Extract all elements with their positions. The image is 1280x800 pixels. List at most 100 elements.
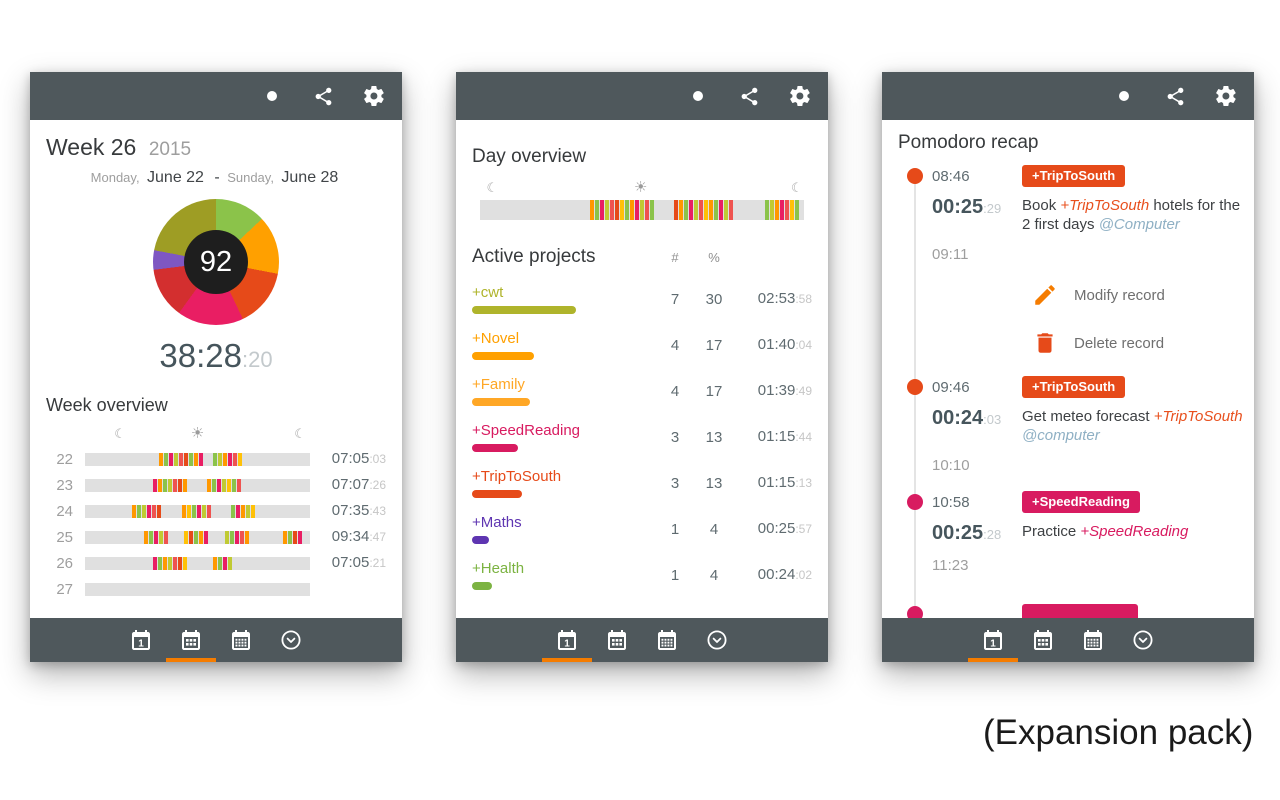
week-day-row[interactable]: 25 09:34:47 <box>30 524 402 550</box>
project-time: 01:15:44 <box>757 428 812 445</box>
settings-icon[interactable] <box>362 84 386 108</box>
week-day-row[interactable]: 27 <box>30 576 402 602</box>
activity-stripes <box>213 452 243 466</box>
score-value: 92 <box>199 245 233 278</box>
share-icon[interactable] <box>737 84 761 108</box>
nav-month-tab[interactable] <box>1081 628 1105 652</box>
entry-header: 10:58 +SpeedReading <box>932 490 1254 514</box>
nav-day-tab[interactable]: 1 <box>981 628 1005 652</box>
project-name-cell: +Maths <box>472 514 658 544</box>
settings-icon[interactable] <box>1214 84 1238 108</box>
week-day-row[interactable]: 23 07:07:26 <box>30 472 402 498</box>
day-activity-bar <box>85 556 310 570</box>
record-icon[interactable] <box>1112 84 1136 108</box>
share-icon[interactable] <box>1163 84 1187 108</box>
percent-share: 4 <box>709 566 719 584</box>
bottom-nav: 1 <box>30 618 402 662</box>
delete-record-action[interactable]: Delete record <box>1032 327 1254 359</box>
nav-history-tab[interactable] <box>279 628 303 652</box>
recap-entry[interactable]: 09:46 +TripToSouth 00:24:03 Get meteo forec… <box>882 375 1254 474</box>
project-row[interactable]: +Novel 4 17 01:40:04 <box>456 322 828 368</box>
recap-entry[interactable] <box>882 602 1254 618</box>
project-duration-bar <box>472 352 534 360</box>
week-screen: Week 26 2015 Monday, June 22 - Sunday, J… <box>30 72 402 662</box>
nav-week-tab[interactable] <box>1031 628 1055 652</box>
day-total-time: 09:34:47 <box>331 528 386 545</box>
trash-icon <box>1032 330 1058 356</box>
donut-center: 92 <box>184 230 248 294</box>
recap-entry[interactable]: 10:58 +SpeedReading 00:25:28 Practice +Spee… <box>882 490 1254 574</box>
moon-icon: ☾ <box>486 180 499 195</box>
end-time: 09:11 <box>932 246 969 263</box>
activity-stripes <box>590 200 655 220</box>
pomodoro-count: 3 <box>670 428 680 446</box>
share-icon[interactable] <box>311 84 335 108</box>
record-description: Get meteo forecast +TripToSouth @compute… <box>1022 408 1243 444</box>
week-day-row[interactable]: 22 07:05:03 <box>30 446 402 472</box>
activity-stripes <box>143 530 168 544</box>
project-name-cell: +cwt <box>472 284 658 314</box>
day-activity-bar <box>85 478 310 492</box>
project-row[interactable]: +SpeedReading 3 13 01:15:44 <box>456 414 828 460</box>
pomodoro-count: 7 <box>670 290 680 308</box>
activity-stripes <box>283 530 302 544</box>
nav-history-tab[interactable] <box>705 628 729 652</box>
record-description: Practice +SpeedReading <box>1022 523 1189 540</box>
settings-icon[interactable] <box>788 84 812 108</box>
nav-week-tab[interactable] <box>179 628 203 652</box>
day-activity-bar <box>85 530 310 544</box>
project-name-cell: +TripToSouth <box>472 468 658 498</box>
project-badge[interactable]: +SpeedReading <box>1022 491 1140 513</box>
bottom-nav: 1 <box>882 618 1254 662</box>
activity-stripes <box>132 504 162 518</box>
pencil-icon <box>1032 282 1058 308</box>
project-name: +SpeedReading <box>472 422 581 439</box>
svg-text:1: 1 <box>990 639 996 650</box>
week-total-time: 38:28:20 <box>30 337 402 375</box>
project-name-cell: +Family <box>472 376 658 406</box>
project-row[interactable]: +TripToSouth 3 13 01:15:13 <box>456 460 828 506</box>
pomodoro-count: 1 <box>670 520 680 538</box>
week-day-row[interactable]: 24 07:35:43 <box>30 498 402 524</box>
pomodoro-duration: 00:24:03 <box>932 407 1002 429</box>
nav-month-tab[interactable] <box>655 628 679 652</box>
nav-day-tab[interactable]: 1 <box>129 628 153 652</box>
project-row[interactable]: +Family 4 17 01:39:49 <box>456 368 828 414</box>
day-screen: Day overview ☾ ☀ ☾ Active projects # % +… <box>456 72 828 662</box>
project-duration-bar <box>472 490 522 498</box>
project-badge[interactable]: +TripToSouth <box>1022 165 1126 187</box>
nav-week-tab[interactable] <box>605 628 629 652</box>
week-day-row[interactable]: 26 07:05:21 <box>30 550 402 576</box>
day-activity-bar <box>85 582 310 596</box>
daynight-icons: ☾ ☀ ☾ <box>85 426 310 442</box>
recap-entry[interactable]: 08:46 +TripToSouth 00:25:29 Book +TripToSou… <box>882 164 1254 359</box>
action-label: Delete record <box>1074 334 1165 352</box>
nav-history-tab[interactable] <box>1131 628 1155 652</box>
moon-icon: ☾ <box>114 426 126 441</box>
pomodoro-count: 1 <box>670 566 680 584</box>
record-icon[interactable] <box>260 84 284 108</box>
modify-record-action[interactable]: Modify record <box>1032 279 1254 311</box>
day-number: 27 <box>56 580 73 598</box>
project-badge[interactable] <box>1022 603 1138 618</box>
project-time: 01:39:49 <box>757 382 812 399</box>
project-time: 00:24:02 <box>757 566 812 583</box>
end-time: 11:23 <box>932 557 969 574</box>
entry-header: 08:46 +TripToSouth <box>932 164 1254 188</box>
project-row[interactable]: +Maths 1 4 00:25:57 <box>456 506 828 552</box>
project-time: 01:40:04 <box>757 336 812 353</box>
nav-month-tab[interactable] <box>229 628 253 652</box>
project-badge[interactable]: +TripToSouth <box>1022 376 1126 398</box>
record-icon[interactable] <box>686 84 710 108</box>
recap-timeline: 08:46 +TripToSouth 00:25:29 Book +TripToSou… <box>882 164 1254 618</box>
entry-main: 00:24:03 Get meteo forecast +TripToSouth … <box>932 407 1254 445</box>
project-duration-bar <box>472 582 492 590</box>
sun-icon: ☀ <box>190 425 205 442</box>
project-name: +Health <box>472 560 525 577</box>
project-name: +cwt <box>472 284 504 301</box>
activity-stripes <box>152 556 187 570</box>
project-row[interactable]: +cwt 7 30 02:53:58 <box>456 276 828 322</box>
nav-day-tab[interactable]: 1 <box>555 628 579 652</box>
project-row[interactable]: +Health 1 4 00:24:02 <box>456 552 828 598</box>
